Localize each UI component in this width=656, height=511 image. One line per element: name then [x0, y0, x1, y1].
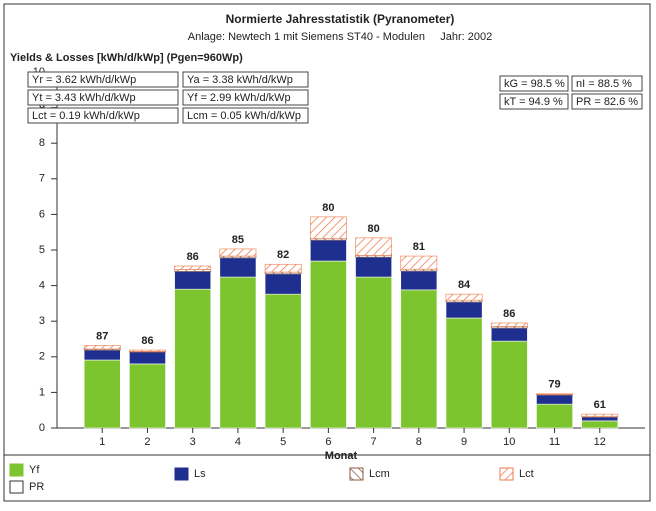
- bar-segment: [582, 417, 618, 421]
- x-tick-label: 11: [549, 436, 560, 448]
- bar-segment: [356, 277, 392, 428]
- info-text: Ya = 3.38 kWh/d/kWp: [187, 74, 293, 86]
- bar-segment: [265, 294, 301, 428]
- info-text: Yt = 3.43 kWh/d/kWp: [32, 92, 136, 104]
- y-tick-label: 5: [39, 244, 45, 256]
- y-tick-label: 8: [39, 137, 45, 149]
- bar-segment: [265, 274, 301, 294]
- pr-label: 80: [367, 223, 379, 235]
- bar-segment: [84, 345, 120, 349]
- legend-label: Ls: [194, 468, 206, 480]
- legend-swatch: [10, 464, 23, 476]
- x-tick-label: 10: [503, 436, 515, 448]
- y-tick-label: 7: [39, 173, 45, 185]
- pr-label: 81: [413, 241, 425, 253]
- pr-label: 61: [594, 399, 606, 411]
- bar-segment: [582, 421, 618, 428]
- bar-segment: [356, 257, 392, 277]
- bar-segment: [265, 264, 301, 272]
- x-axis-label: Monat: [325, 450, 358, 462]
- bar-segment: [536, 395, 572, 404]
- bar-segment: [220, 277, 256, 428]
- x-tick-label: 2: [144, 436, 150, 448]
- bar-segment: [175, 271, 211, 289]
- y-tick-label: 6: [39, 208, 45, 220]
- bar-segment: [536, 394, 572, 395]
- x-tick-label: 3: [190, 436, 196, 448]
- x-tick-label: 4: [235, 436, 241, 448]
- bar-segment: [401, 271, 437, 290]
- bar-segment: [129, 350, 165, 351]
- y-tick-label: 3: [39, 315, 45, 327]
- x-tick-label: 12: [594, 436, 606, 448]
- legend-label: Lcm: [369, 468, 390, 480]
- pr-label: 86: [187, 251, 199, 263]
- x-tick-label: 9: [461, 436, 467, 448]
- bar-segment: [446, 302, 482, 318]
- bar-segment: [356, 238, 392, 255]
- bar-segment: [536, 404, 572, 428]
- bar-segment: [491, 323, 527, 327]
- pr-label: 84: [458, 279, 471, 291]
- legend-label: Yf: [29, 464, 40, 476]
- pr-label: 82: [277, 249, 289, 261]
- chart-title: Normierte Jahresstatistik (Pyranometer): [226, 12, 455, 26]
- pr-label: 87: [96, 330, 108, 342]
- bar-segment: [446, 294, 482, 300]
- y-axis-label: Yields & Losses [kWh/d/kWp] (Pgen=960Wp): [10, 52, 243, 64]
- bar-segment: [401, 256, 437, 269]
- y-tick-label: 2: [39, 351, 45, 363]
- pr-label: 86: [141, 335, 153, 347]
- y-tick-label: 1: [39, 386, 45, 398]
- pr-label: 79: [548, 379, 560, 391]
- legend-swatch: [500, 468, 513, 480]
- bar-segment: [175, 266, 211, 270]
- info-text: kG = 98.5 %: [504, 78, 565, 90]
- x-tick-label: 6: [325, 436, 331, 448]
- info-text: kT = 94.9 %: [504, 96, 563, 108]
- y-tick-label: 0: [39, 422, 45, 434]
- info-text: nI = 88.5 %: [576, 78, 632, 90]
- chart-subtitle: Anlage: Newtech 1 mit Siemens ST40 - Mod…: [188, 31, 493, 43]
- bar-segment: [401, 290, 437, 428]
- legend-swatch: [350, 468, 363, 480]
- bar-segment: [84, 360, 120, 428]
- pr-label: 86: [503, 308, 515, 320]
- y-tick-label: 4: [39, 280, 45, 292]
- bar-segment: [220, 249, 256, 256]
- x-tick-label: 1: [99, 436, 105, 448]
- pr-label: 80: [322, 202, 334, 214]
- bar-segment: [310, 240, 346, 261]
- bar-segment: [310, 261, 346, 428]
- legend-label: Lct: [519, 468, 534, 480]
- x-tick-label: 7: [371, 436, 377, 448]
- pr-label: 85: [232, 234, 244, 246]
- bar-segment: [129, 352, 165, 364]
- bar-segment: [491, 328, 527, 341]
- info-text: Lcm = 0.05 kWh/d/kWp: [187, 110, 301, 122]
- bar-segment: [446, 318, 482, 428]
- bar-segment: [220, 258, 256, 277]
- x-tick-label: 8: [416, 436, 422, 448]
- legend-swatch: [175, 468, 188, 480]
- legend-label: PR: [29, 481, 44, 493]
- bar-segment: [491, 341, 527, 428]
- info-text: Lct = 0.19 kWh/d/kWp: [32, 110, 140, 122]
- bar-segment: [129, 364, 165, 428]
- x-tick-label: 5: [280, 436, 286, 448]
- info-text: PR = 82.6 %: [576, 96, 638, 108]
- bar-segment: [310, 217, 346, 238]
- info-text: Yf = 2.99 kWh/d/kWp: [187, 92, 291, 104]
- info-text: Yr = 3.62 kWh/d/kWp: [32, 74, 136, 86]
- bar-segment: [175, 289, 211, 428]
- bar-segment: [84, 350, 120, 360]
- legend-swatch: [10, 481, 23, 493]
- bar-segment: [582, 414, 618, 416]
